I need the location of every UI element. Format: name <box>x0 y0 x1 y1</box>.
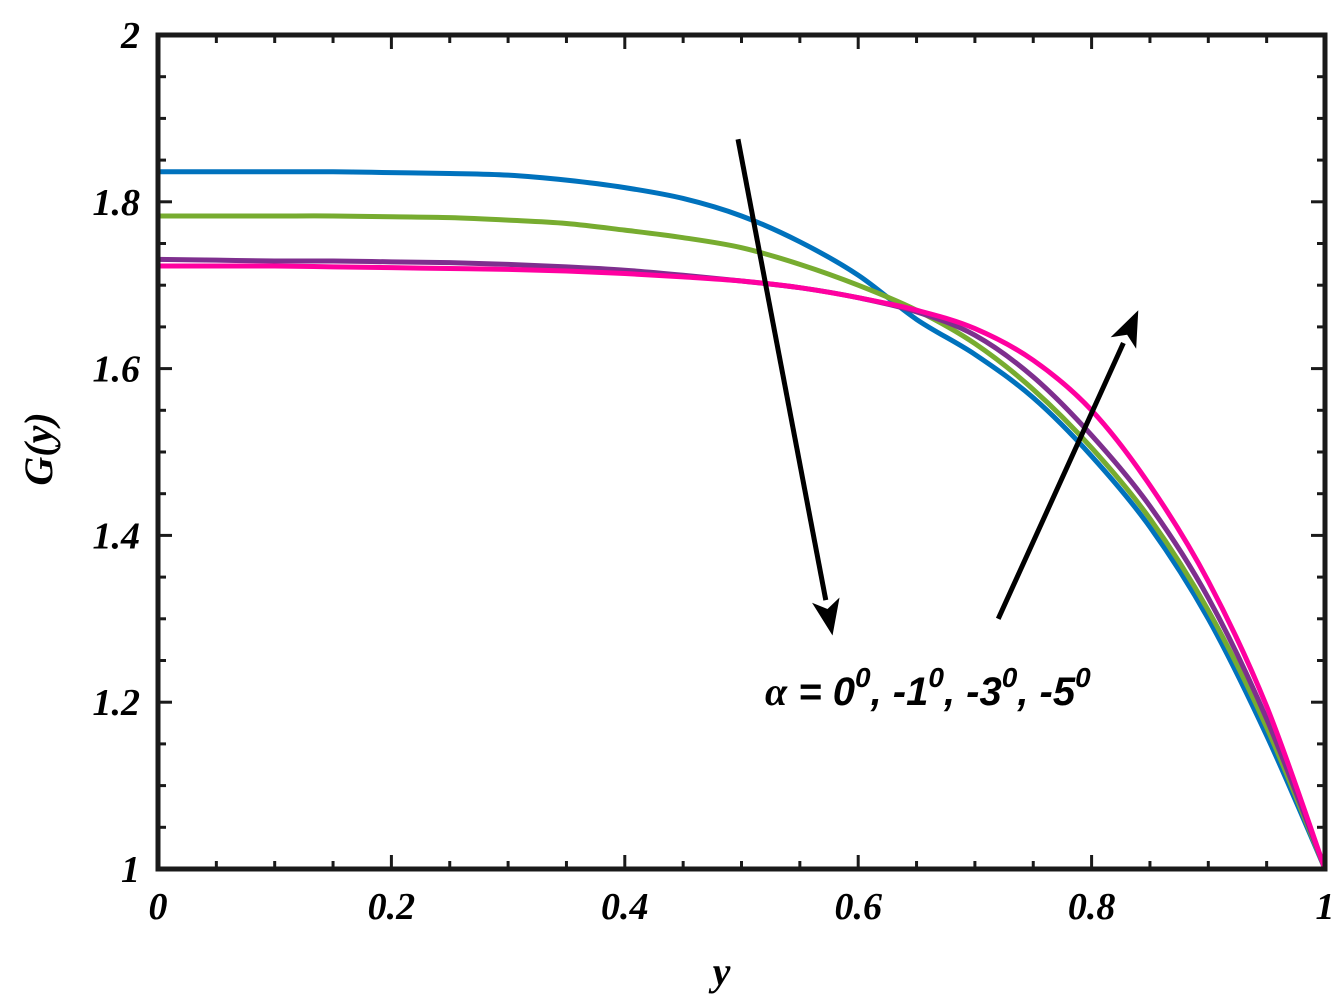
annotation-part-4: , -5 <box>1016 670 1076 714</box>
series-layer <box>157 169 1328 871</box>
arrows-layer <box>735 138 1139 636</box>
y-tick-label: 1.6 <box>93 349 141 391</box>
y-axis-label: G(y) <box>16 412 61 485</box>
x-tick-label: 1 <box>1316 886 1335 928</box>
trend-arrow-2 <box>995 341 1126 620</box>
annotation-sup-4: 0 <box>1075 662 1091 693</box>
arrowhead <box>812 597 840 636</box>
tick-labels-layer: 0 0.2 0.4 0.6 0.8 1 1 1.2 1.4 1.6 1.8 2 <box>93 15 1335 928</box>
y-tick-label: 1.4 <box>93 515 141 557</box>
series-line-4 <box>158 263 1328 870</box>
series-line-3 <box>157 256 1328 870</box>
series-line-1 <box>158 169 1328 871</box>
x-tick-label: 0 <box>149 886 168 928</box>
y-tick-label: 2 <box>120 15 140 57</box>
annotation-part-1: = 0 <box>787 670 855 714</box>
annotation-sup-1: 0 <box>855 662 871 693</box>
series-line-2 <box>157 213 1328 870</box>
plot-frame <box>155 32 1328 872</box>
y-tick-label: 1.2 <box>93 682 141 724</box>
x-tick-label: 0.8 <box>1068 886 1116 928</box>
arrowhead <box>1110 310 1139 349</box>
annotation-sup-2: 0 <box>928 662 944 693</box>
y-tick-label: 1 <box>121 849 140 891</box>
annotation-part-3: , -3 <box>943 670 1002 714</box>
alpha-annotation: α = 00, -10, -30, -50 <box>765 662 1091 714</box>
x-tick-label: 0.6 <box>834 886 882 928</box>
alpha-symbol: α <box>765 669 788 714</box>
x-tick-label: 0.2 <box>368 886 416 928</box>
x-tick-label: 0.4 <box>601 886 649 928</box>
annotation-sup-3: 0 <box>1002 662 1018 693</box>
x-axis-label: y <box>709 949 731 994</box>
y-tick-label: 1.8 <box>93 182 141 224</box>
annotation-part-2: , -1 <box>870 670 929 714</box>
trend-arrow-1 <box>735 138 829 601</box>
